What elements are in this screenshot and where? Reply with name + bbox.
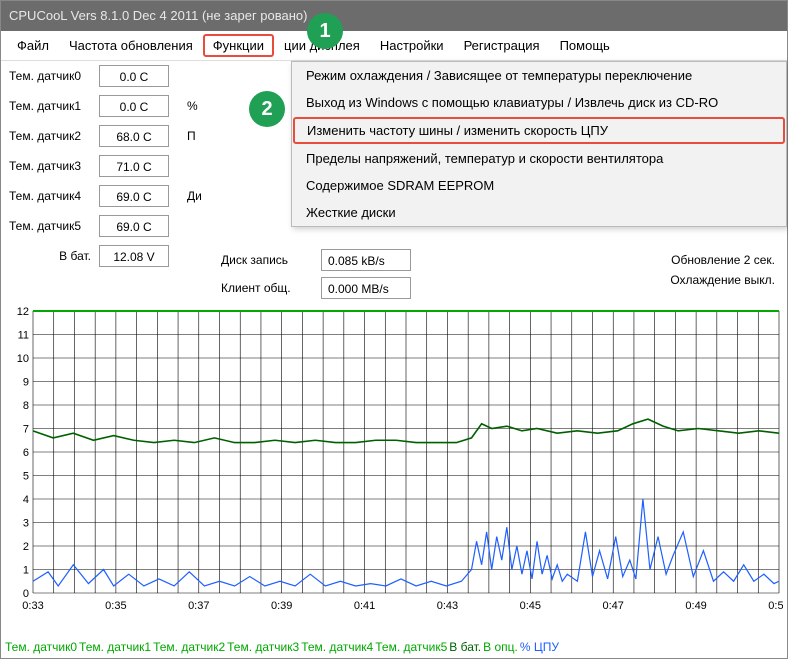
sensor-row: Тем. датчик1 0.0 C % — [9, 91, 289, 121]
client-total-label: Клиент общ. — [221, 281, 321, 295]
svg-text:2: 2 — [23, 541, 29, 553]
sensor-panel: Тем. датчик0 0.0 C Тем. датчик1 0.0 C % … — [9, 61, 289, 271]
svg-text:11: 11 — [18, 330, 29, 342]
legend-item: Тем. датчик3 — [227, 640, 299, 654]
svg-text:8: 8 — [23, 400, 29, 412]
svg-text:0:39: 0:39 — [271, 600, 292, 612]
menu-refresh-rate[interactable]: Частота обновления — [59, 34, 203, 57]
svg-text:0:33: 0:33 — [22, 600, 43, 612]
svg-text:0: 0 — [23, 588, 29, 600]
dropdown-limits[interactable]: Пределы напряжений, температур и скорост… — [292, 145, 786, 172]
client-total-value: 0.000 MB/s — [321, 277, 411, 299]
sensor-extra: Ди — [187, 189, 202, 203]
legend-item: Тем. датчик1 — [79, 640, 151, 654]
menubar: Файл Частота обновления Функции ции дисп… — [1, 31, 787, 61]
menu-help[interactable]: Помощь — [550, 34, 620, 57]
disk-write-label: Диск запись — [221, 253, 321, 267]
sensor-value: 68.0 C — [99, 125, 169, 147]
svg-text:0:51: 0:51 — [768, 600, 783, 612]
sensor-label: Тем. датчик1 — [9, 99, 99, 113]
menu-settings[interactable]: Настройки — [370, 34, 454, 57]
svg-text:0:45: 0:45 — [520, 600, 541, 612]
disk-write-row: Диск запись 0.085 kB/s — [221, 249, 411, 271]
sensor-label: Тем. датчик2 — [9, 129, 99, 143]
sensor-label: Тем. датчик3 — [9, 159, 99, 173]
menu-register[interactable]: Регистрация — [454, 34, 550, 57]
svg-text:0:35: 0:35 — [105, 600, 126, 612]
sensor-value: 12.08 V — [99, 245, 169, 267]
sensor-extra: % — [187, 99, 198, 113]
sensor-value: 0.0 C — [99, 95, 169, 117]
sensor-label: В бат. — [9, 249, 99, 263]
sensor-row: Тем. датчик2 68.0 C П — [9, 121, 289, 151]
sensor-row: Тем. датчик3 71.0 C — [9, 151, 289, 181]
legend-item: В опц. — [483, 640, 518, 654]
dropdown-hard-disks[interactable]: Жесткие диски — [292, 199, 786, 226]
sensor-value: 69.0 C — [99, 215, 169, 237]
sensor-row: Тем. датчик4 69.0 C Ди — [9, 181, 289, 211]
dropdown-exit-windows[interactable]: Выход из Windows с помощью клавиатуры / … — [292, 89, 786, 116]
legend-item: Тем. датчик4 — [301, 640, 373, 654]
client-total-row: Клиент общ. 0.000 MB/s — [221, 277, 411, 299]
window-titlebar: CPUCooL Vers 8.1.0 Dec 4 2011 (не зарег … — [1, 1, 787, 31]
svg-text:0:47: 0:47 — [603, 600, 624, 612]
svg-text:0:37: 0:37 — [188, 600, 209, 612]
sensor-extra: П — [187, 129, 196, 143]
svg-text:10: 10 — [17, 353, 29, 365]
status-refresh: Обновление 2 сек. — [671, 253, 775, 267]
svg-text:5: 5 — [23, 471, 29, 483]
sensor-row: Тем. датчик5 69.0 C — [9, 211, 289, 241]
svg-text:4: 4 — [23, 494, 29, 506]
sensor-value: 69.0 C — [99, 185, 169, 207]
svg-text:1: 1 — [23, 565, 29, 577]
svg-text:0:41: 0:41 — [354, 600, 375, 612]
sensor-value: 71.0 C — [99, 155, 169, 177]
disk-write-value: 0.085 kB/s — [321, 249, 411, 271]
menu-functions[interactable]: Функции — [203, 34, 274, 57]
svg-text:7: 7 — [23, 424, 29, 436]
menu-file[interactable]: Файл — [7, 34, 59, 57]
svg-text:6: 6 — [23, 447, 29, 459]
status-cooling: Охлаждение выкл. — [670, 273, 775, 287]
sensor-label: Тем. датчик4 — [9, 189, 99, 203]
sensor-value: 0.0 C — [99, 65, 169, 87]
svg-text:9: 9 — [23, 377, 29, 389]
legend-item: Тем. датчик2 — [153, 640, 225, 654]
sensor-label: Тем. датчик0 — [9, 69, 99, 83]
dropdown-change-fsb[interactable]: Изменить частоту шины / изменить скорост… — [293, 117, 785, 144]
functions-dropdown: Режим охлаждения / Зависящее от температ… — [291, 61, 787, 227]
dropdown-cooling-mode[interactable]: Режим охлаждения / Зависящее от температ… — [292, 62, 786, 89]
svg-text:12: 12 — [17, 307, 29, 318]
dropdown-sdram-eeprom[interactable]: Содержимое SDRAM EEPROM — [292, 172, 786, 199]
svg-text:0:43: 0:43 — [437, 600, 458, 612]
sensor-chart: 12111098765432100:330:350:370:390:410:43… — [5, 307, 783, 617]
legend-item: Тем. датчик0 — [5, 640, 77, 654]
legend-item: % ЦПУ — [520, 640, 559, 654]
svg-text:3: 3 — [23, 518, 29, 530]
legend-item: В бат. — [449, 640, 481, 654]
svg-text:0:49: 0:49 — [685, 600, 706, 612]
sensor-label: Тем. датчик5 — [9, 219, 99, 233]
annotation-badge-1: 1 — [307, 13, 343, 49]
annotation-badge-2: 2 — [249, 91, 285, 127]
chart-legend: Тем. датчик0 Тем. датчик1 Тем. датчик2 Т… — [5, 640, 783, 654]
legend-item: Тем. датчик5 — [375, 640, 447, 654]
sensor-row: Тем. датчик0 0.0 C — [9, 61, 289, 91]
